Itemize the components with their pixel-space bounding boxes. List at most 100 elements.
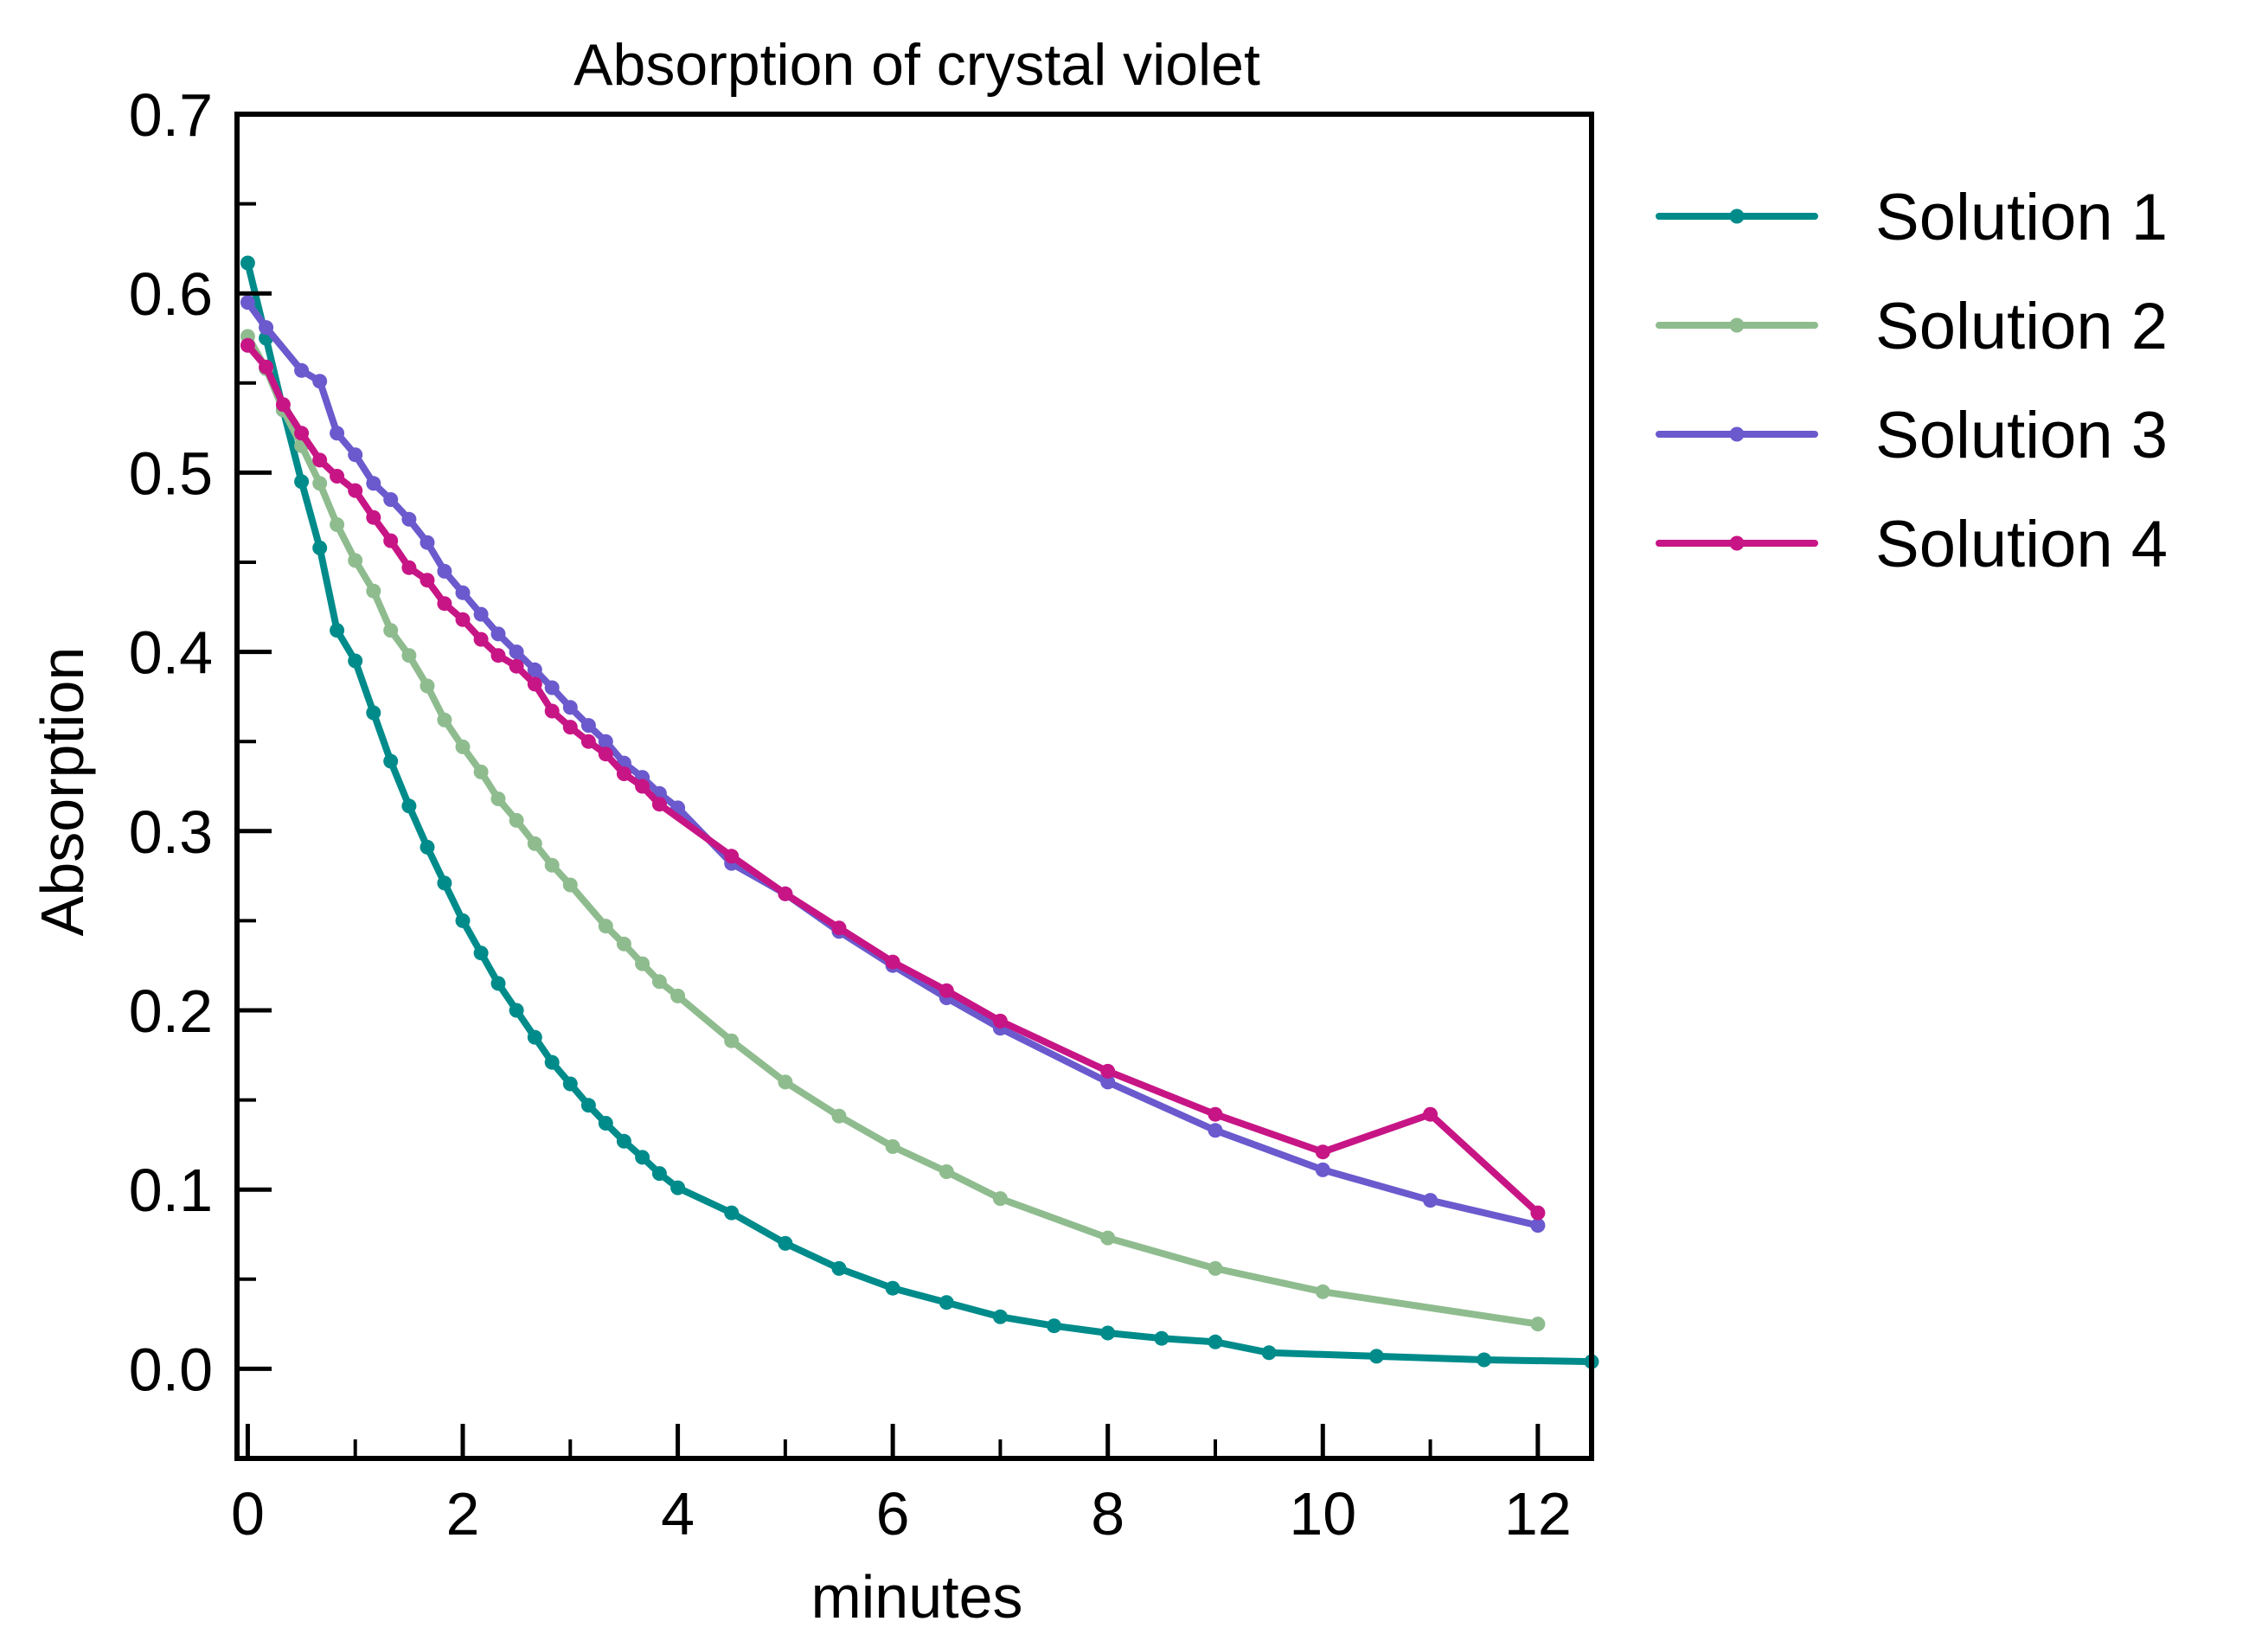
series-1-point <box>455 913 471 928</box>
series-3-point <box>294 362 310 378</box>
series-3-point <box>240 295 255 311</box>
series-4-point <box>778 886 793 901</box>
series-3-point <box>598 734 613 749</box>
series-4-point <box>330 469 345 484</box>
series-3-point <box>330 426 345 441</box>
series-1-point <box>1368 1349 1384 1364</box>
series-1-point <box>635 1150 650 1165</box>
series-2 <box>240 329 1546 1332</box>
series-2-point <box>401 648 417 663</box>
series-3-point <box>1530 1218 1546 1234</box>
y-tick-label: 0.0 <box>129 1336 213 1403</box>
series-1-point <box>598 1116 613 1131</box>
series-4-point <box>1100 1063 1116 1079</box>
series-3-point <box>544 680 560 695</box>
series-1-point <box>651 1166 667 1182</box>
series-2-point <box>724 1033 740 1048</box>
series-1-point <box>312 540 328 555</box>
series-1-point <box>939 1295 954 1311</box>
series-4-point <box>616 766 631 781</box>
chart-title: Absorption of crystal violet <box>573 32 1260 98</box>
legend-label: Solution 4 <box>1875 508 2168 581</box>
series-2-point <box>490 791 506 806</box>
series-2-point <box>1530 1317 1546 1332</box>
series-2-point <box>544 857 560 873</box>
series-1 <box>240 255 1599 1369</box>
series-2-point <box>420 678 435 694</box>
series-1-point <box>1154 1330 1169 1346</box>
series-3-point <box>509 644 524 660</box>
series-4-point <box>724 849 740 864</box>
legend-item-3: Solution 3 <box>1656 399 2168 472</box>
series-4-point <box>992 1013 1008 1029</box>
series-2-point <box>992 1191 1008 1207</box>
series-1-point <box>1047 1318 1062 1334</box>
series-3-point <box>1315 1162 1330 1177</box>
series-1-point <box>330 623 345 638</box>
series-4-point <box>240 337 255 353</box>
series-4-point <box>831 920 847 936</box>
series-2-point <box>598 919 613 934</box>
series-3-point <box>383 492 399 507</box>
series-3-point <box>490 626 506 642</box>
legend: Solution 1 Solution 2 Solution 3 Solution 4 <box>1656 181 2168 581</box>
y-tick-label: 0.4 <box>129 619 213 687</box>
series-3-point <box>1423 1193 1438 1208</box>
series-4-point <box>383 533 399 548</box>
series-1-point <box>992 1309 1008 1324</box>
series-2-point <box>455 739 471 754</box>
series-1-point <box>294 474 310 490</box>
series-3-point <box>312 374 328 389</box>
series-4-point <box>259 359 274 375</box>
plot-area: 0 2 4 6 8 10 12 0.0 0.1 0.2 0.3 0.4 0.5 0.6 0.7 <box>129 81 1599 1548</box>
y-tick-label: 0.3 <box>129 798 213 866</box>
legend-item-2: Solution 2 <box>1656 290 2168 363</box>
series-4-point <box>1423 1106 1438 1122</box>
series-3-point <box>562 700 578 715</box>
y-tick-label: 0.7 <box>129 81 213 149</box>
series-1-point <box>670 1180 686 1195</box>
x-tick-label: 12 <box>1504 1480 1572 1548</box>
legend-item-4: Solution 4 <box>1656 508 2168 581</box>
series-1-point <box>616 1133 631 1149</box>
series-2-point <box>616 936 631 952</box>
series-1-point <box>831 1260 847 1276</box>
series-2-point <box>562 877 578 893</box>
legend-label: Solution 2 <box>1875 290 2168 363</box>
y-tick-label: 0.6 <box>129 260 213 328</box>
series-4-point <box>348 483 363 498</box>
series-4-point <box>437 596 452 612</box>
series-2-line <box>244 332 1541 1328</box>
x-tick-label: 4 <box>661 1480 695 1548</box>
series-4-point <box>939 983 954 998</box>
series-1-point <box>562 1076 578 1092</box>
x-tick-label: 2 <box>446 1480 480 1548</box>
series-3-point <box>366 476 381 491</box>
series-3-point <box>455 585 471 600</box>
plot-frame <box>234 112 1594 1461</box>
legend-item-1: Solution 1 <box>1656 181 2168 254</box>
series-3-point <box>401 511 417 527</box>
series-2-point <box>348 553 363 568</box>
series-4 <box>240 337 1546 1221</box>
series-4-point <box>1315 1144 1330 1160</box>
y-tick-label: 0.2 <box>129 977 213 1045</box>
series-4-point <box>275 397 291 413</box>
series-2-point <box>527 836 542 851</box>
series-1-point <box>778 1235 793 1251</box>
y-tick-label: 0.5 <box>129 439 213 507</box>
series-1-point <box>490 976 506 991</box>
series-1-point <box>401 798 417 814</box>
legend-swatch-marker <box>1729 535 1745 551</box>
series-4-point <box>885 954 900 970</box>
series-2-point <box>312 476 328 491</box>
series-1-point <box>509 1003 524 1018</box>
series-4-point <box>473 631 489 647</box>
series-4-point <box>455 612 471 627</box>
series-1-point <box>527 1029 542 1045</box>
series-4-point <box>312 452 328 468</box>
series-3-point <box>437 563 452 579</box>
x-tick-label: 6 <box>876 1480 910 1548</box>
series-4-point <box>294 426 310 441</box>
series-1-point <box>1261 1345 1277 1361</box>
